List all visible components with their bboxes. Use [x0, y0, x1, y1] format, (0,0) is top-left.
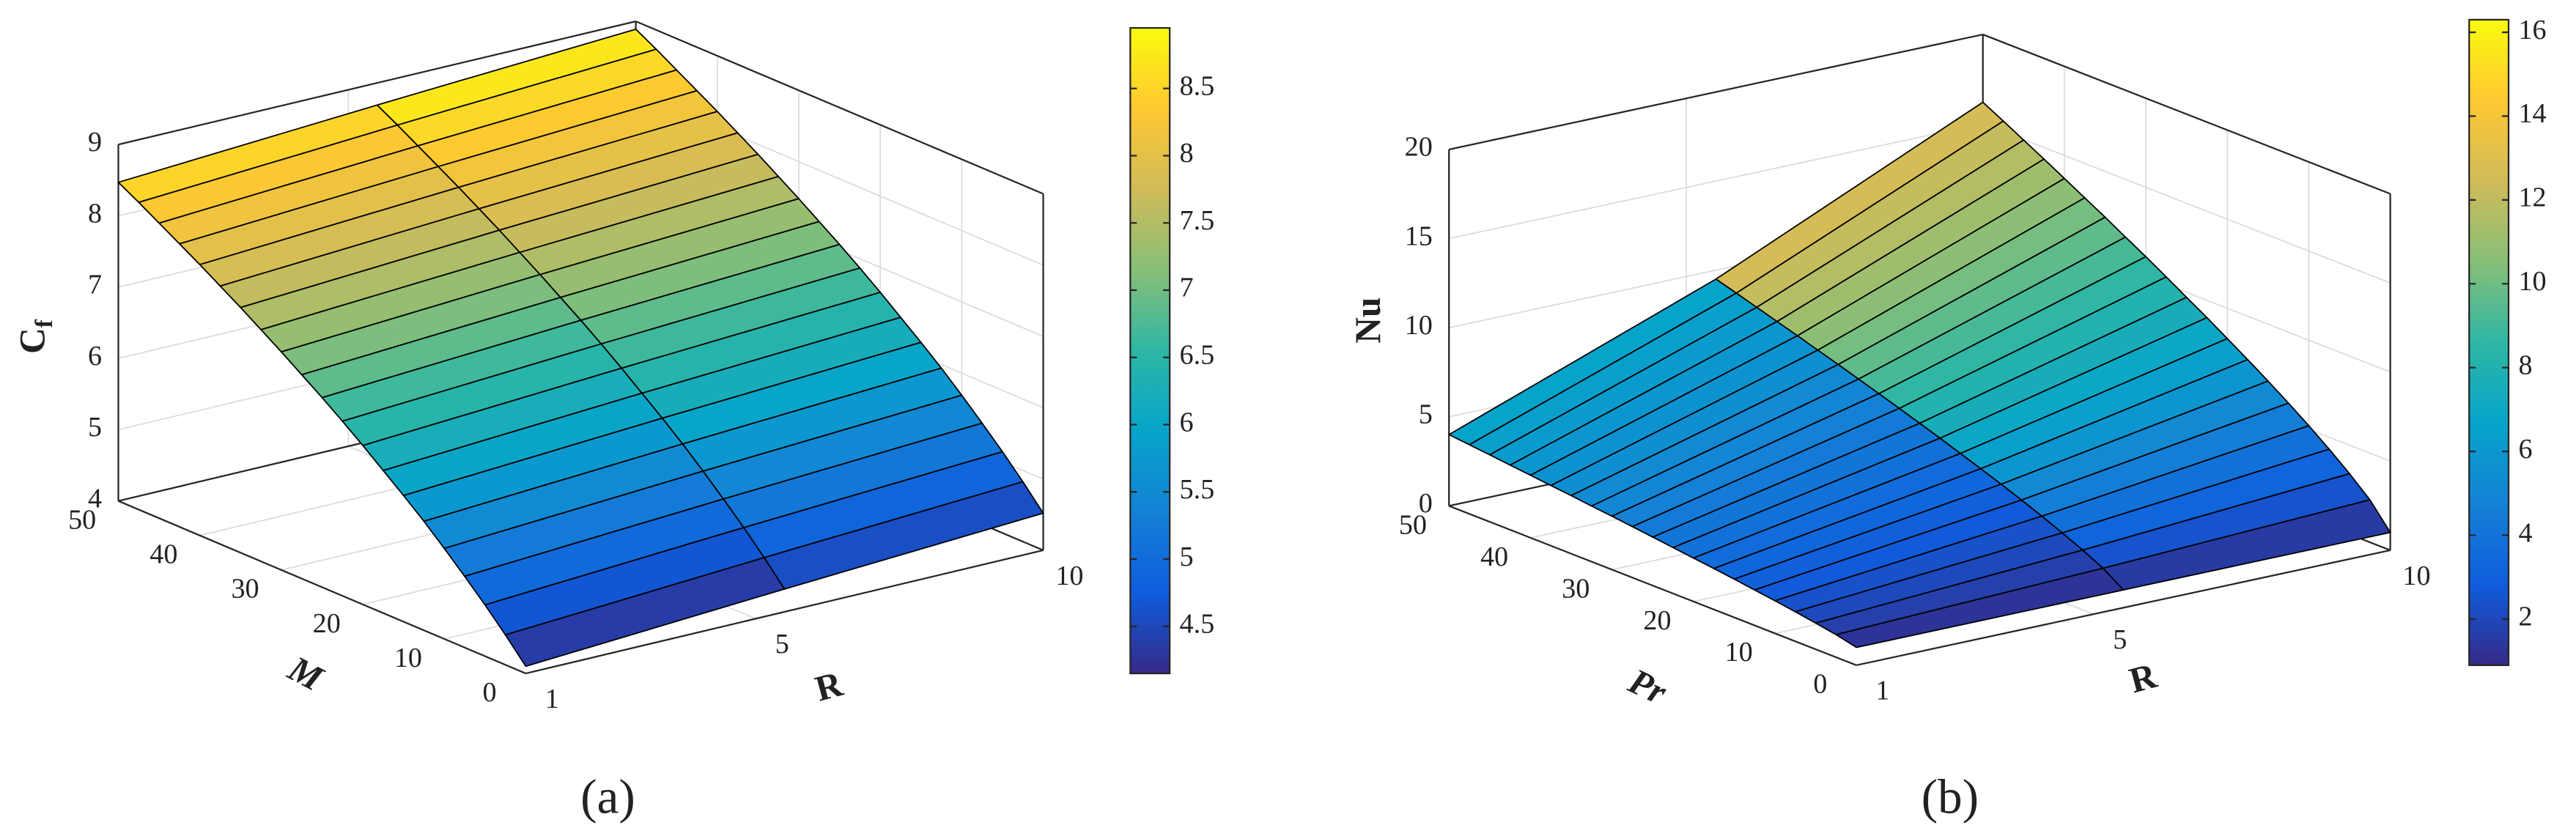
axis-line [118, 500, 526, 675]
colorbar-tick-label: 8 [2518, 350, 2532, 380]
colorbar-tick-label: 10 [2518, 266, 2546, 297]
z-tick-label: 9 [88, 127, 102, 158]
y-tick-label: 20 [1643, 605, 1671, 636]
y-tick-label: 20 [313, 608, 341, 639]
caption: (b) [1922, 769, 1979, 824]
z-tick-label: 4 [88, 483, 102, 514]
z-tick-label: 10 [1405, 310, 1433, 341]
y-tick-label: 0 [483, 677, 497, 708]
colorbar-tick-label: 6 [1180, 407, 1194, 437]
axis-line [635, 21, 1044, 195]
x-tick-label: 5 [775, 629, 789, 659]
colorbar-tick-label: 8 [1180, 138, 1194, 169]
axis-line [1448, 33, 1983, 151]
y-tick-label: 40 [1480, 542, 1508, 572]
y-tick-label: 10 [394, 643, 422, 673]
grid-line [1982, 122, 2391, 284]
colorbar-tick-label: 7.5 [1180, 205, 1215, 236]
z-axis-label-main: Nu [1348, 297, 1388, 344]
z-axis-label: Nu [1348, 297, 1388, 344]
colorbar-tick-label: 6 [2518, 434, 2532, 465]
z-axis-label-subscript: f [31, 319, 58, 328]
z-tick-label: 20 [1405, 132, 1433, 163]
y-tick-label: 30 [1562, 573, 1590, 604]
colorbar [2468, 18, 2510, 666]
z-tick-label: 15 [1405, 221, 1433, 251]
z-tick-label: 6 [88, 341, 102, 372]
colorbar-tick-label: 2 [2518, 602, 2532, 632]
z-axis-label: Cf [12, 319, 58, 354]
colorbar-tick-label: 16 [2518, 15, 2546, 45]
axis-line [1982, 34, 2391, 195]
colorbar-tick-label: 14 [2518, 98, 2546, 129]
colorbar-tick-label: 6.5 [1180, 340, 1215, 371]
axis-line [525, 549, 1044, 675]
z-tick-label: 5 [1419, 399, 1433, 430]
y-tick-label: 10 [1725, 637, 1753, 668]
surface-patch [504, 557, 786, 668]
colorbar-tick-label: 8.5 [1180, 70, 1215, 101]
colorbar-tick-label: 7 [1180, 273, 1194, 303]
z-tick-label: 8 [88, 198, 102, 229]
surface-patch [1835, 567, 2125, 648]
z-tick-label: 7 [88, 270, 102, 300]
colorbar-tick-label: 5 [1180, 542, 1194, 572]
x-tick-label: 10 [1055, 561, 1083, 591]
axis-line [1448, 505, 1857, 666]
y-tick-label: 50 [68, 505, 96, 536]
colorbar [1129, 26, 1171, 675]
x-tick-label: 1 [545, 684, 559, 714]
caption: (a) [580, 769, 635, 824]
x-tick-label: 1 [1875, 676, 1889, 706]
colorbar-tick-label: 4.5 [1180, 609, 1215, 640]
z-tick-label: 5 [88, 412, 102, 443]
x-tick-label: 10 [2402, 561, 2430, 591]
z-tick-label: 0 [1419, 488, 1433, 519]
y-tick-label: 50 [1399, 509, 1427, 540]
colorbar-tick-label: 5.5 [1180, 474, 1215, 505]
y-tick-label: 30 [231, 574, 259, 605]
z-axis-label-main: C [12, 328, 53, 354]
colorbar-tick-label: 4 [2518, 517, 2532, 548]
axis-line [1856, 549, 2391, 666]
y-tick-label: 40 [150, 539, 177, 570]
axis-line [118, 21, 636, 146]
colorbar-tick-label: 12 [2518, 182, 2546, 213]
grid-line [1448, 122, 1983, 240]
x-tick-label: 5 [2113, 624, 2127, 655]
y-tick-label: 0 [1813, 669, 1827, 700]
